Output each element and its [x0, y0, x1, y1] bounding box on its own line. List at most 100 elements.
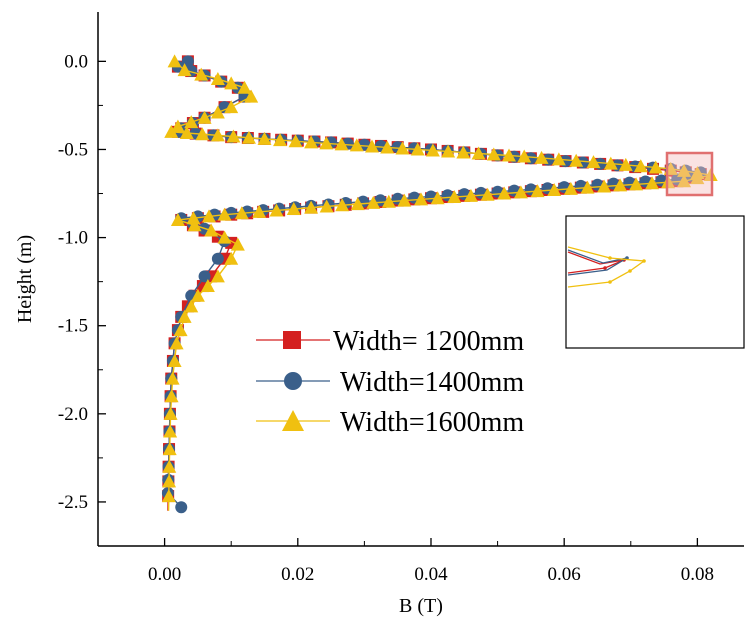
data-point [161, 489, 176, 503]
data-point [163, 406, 178, 420]
peak-highlight-box [665, 151, 714, 197]
data-point [563, 181, 578, 195]
data-point [618, 157, 633, 171]
data-point [173, 323, 188, 337]
series-layer [161, 54, 718, 514]
data-point [210, 269, 225, 283]
data-point [186, 211, 201, 225]
data-point [244, 89, 259, 103]
legend-item-1200: Width= 1200mm [256, 326, 524, 357]
data-point [175, 501, 188, 514]
data-point [252, 204, 267, 218]
x-tick-label: 0.00 [148, 564, 181, 585]
data-point [497, 186, 512, 200]
data-point [366, 195, 381, 209]
data-point [547, 183, 562, 196]
y-ticks: 0.0 -0.5 -1.0 -1.5 -2.0 -2.5 [58, 51, 106, 513]
data-point [237, 80, 252, 94]
data-point [210, 71, 225, 85]
data-point [349, 138, 364, 152]
data-point [456, 145, 471, 159]
data-point [380, 140, 395, 154]
data-point [164, 124, 179, 138]
data-point [690, 171, 705, 185]
data-point [230, 237, 245, 251]
data-point [169, 336, 184, 350]
data-point [204, 223, 219, 237]
data-point [703, 168, 718, 182]
data-point [201, 209, 216, 223]
legend: Width= 1200mm Width=1400mm Width=1600mm [256, 326, 524, 438]
data-point [179, 126, 194, 140]
data-point [441, 144, 456, 158]
data-point [586, 155, 601, 169]
data-point [167, 54, 182, 68]
series-3 [161, 54, 718, 511]
data-point [211, 252, 224, 265]
y-tick-label: -1.5 [58, 316, 88, 337]
data-point [648, 160, 663, 174]
data-point [513, 185, 528, 199]
data-point [170, 119, 185, 133]
data-point [304, 200, 319, 214]
x-ticks: 0.00 0.02 0.04 0.06 0.08 [97, 538, 714, 585]
data-point [447, 190, 462, 204]
data-point [414, 192, 428, 206]
data-point [350, 197, 365, 211]
data-point [162, 442, 177, 456]
data-point [177, 309, 192, 323]
data-point [410, 142, 425, 156]
data-point [226, 129, 241, 143]
data-point [569, 153, 584, 167]
data-point [397, 193, 412, 207]
data-point [164, 389, 179, 403]
legend-item-1400: Width=1400mm [256, 367, 524, 398]
data-point [194, 67, 209, 81]
data-point [677, 174, 692, 188]
legend-label-1600: Width=1600mm [340, 407, 524, 438]
y-tick-label: -2.0 [58, 404, 88, 425]
x-tick-label: 0.06 [548, 564, 581, 585]
x-tick-label: 0.02 [281, 564, 314, 585]
y-tick-label: -0.5 [58, 139, 88, 160]
data-point [224, 76, 239, 90]
data-point [486, 147, 501, 161]
legend-label-1200: Width= 1200mm [333, 326, 524, 357]
data-point [530, 184, 545, 198]
data-point [580, 180, 595, 194]
data-point [224, 100, 239, 114]
data-point [286, 202, 301, 216]
data-point [319, 199, 334, 213]
data-point [217, 207, 232, 221]
data-point [534, 150, 549, 164]
data-point [197, 110, 212, 124]
data-point [365, 139, 380, 153]
data-point [184, 115, 199, 129]
data-point [269, 203, 284, 217]
data-point [335, 198, 350, 212]
data-point [195, 127, 210, 141]
data-point [198, 270, 211, 283]
data-point [184, 299, 199, 313]
data-point [162, 459, 177, 473]
data-point [273, 133, 288, 147]
x-tick-label: 0.08 [681, 564, 714, 585]
y-tick-label: 0.0 [64, 51, 88, 72]
y-tick-label: -2.5 [58, 492, 88, 513]
data-point [217, 230, 232, 244]
data-point [288, 134, 303, 148]
data-point [551, 152, 566, 166]
data-point [633, 159, 648, 173]
data-point [629, 177, 644, 191]
data-point [319, 136, 334, 150]
data-point [187, 218, 202, 232]
data-point [210, 128, 225, 142]
data-point [334, 137, 349, 151]
data-point [177, 63, 192, 77]
data-point [170, 212, 185, 226]
data-point [613, 178, 628, 192]
data-point [190, 288, 205, 302]
data-point [163, 424, 178, 438]
data-point [480, 187, 495, 201]
